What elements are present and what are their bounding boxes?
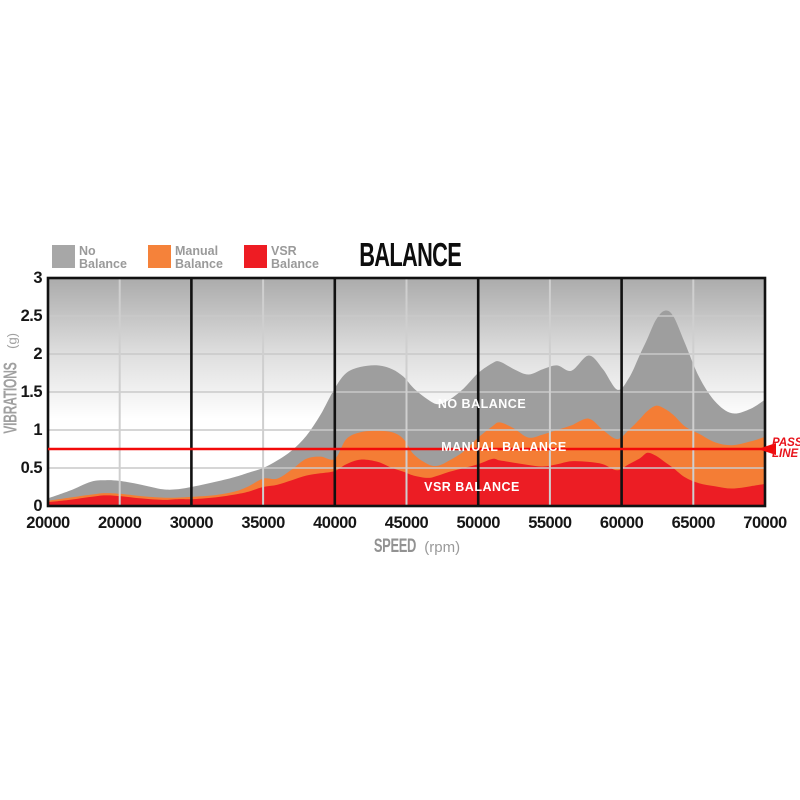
x-tick-label: 40000 (313, 514, 357, 532)
vsr-balance-area-label: VSR BALANCE (424, 480, 520, 494)
y-tick-label: 1.5 (20, 383, 43, 401)
y-tick-label: 3 (33, 269, 42, 287)
legend-swatch-icon (244, 245, 267, 268)
legend-item-label: VSR Balance (271, 244, 319, 271)
y-tick-label: 2.5 (20, 307, 43, 325)
x-axis-unit-text: (rpm) (424, 539, 461, 556)
x-tick-label: 20000 (97, 514, 142, 532)
legend-swatch-icon (148, 245, 171, 268)
x-tick-label: 45000 (384, 514, 429, 532)
x-tick-label: 50000 (456, 514, 500, 532)
legend-item-label: Manual Balance (175, 244, 223, 271)
legend-swatch-icon (52, 245, 75, 268)
y-tick-label: 2 (33, 345, 42, 363)
y-tick-label: 1 (33, 421, 42, 439)
pass-line-label-line2: LINE (772, 447, 799, 460)
x-tick-label: 70000 (743, 514, 787, 532)
chart-title: BALANCE (320, 236, 500, 273)
x-tick-label: 20000 (26, 514, 70, 532)
no-balance-area-label: NO BALANCE (437, 397, 527, 411)
manual-balance-area-label: MANUAL BALANCE (441, 440, 567, 454)
y-tick-label: 0 (33, 497, 42, 515)
pass-line-label: PASS LINE (772, 437, 800, 460)
y-axis-title: VIBRATIONS (g) (1, 312, 22, 472)
legend-item-label: No Balance (79, 244, 127, 271)
x-tick-label: 65000 (671, 514, 716, 532)
x-tick-label: 35000 (241, 514, 285, 532)
x-tick-label: 30000 (169, 514, 214, 532)
legend-item-manual-balance: Manual Balance (148, 244, 223, 271)
x-axis-title-text: SPEED (373, 536, 416, 557)
pass-line-arrow-icon (758, 443, 776, 455)
y-axis-unit-text: (g) (4, 333, 20, 349)
plot-border (46, 276, 767, 508)
y-tick-label: 0.5 (20, 459, 43, 477)
chart-title-text: BALANCE (359, 236, 462, 273)
x-axis-title: SPEED (rpm) (312, 536, 512, 558)
y-axis-title-text: VIBRATIONS (0, 362, 21, 434)
legend-item-vsr-balance: VSR Balance (244, 244, 319, 271)
x-tick-label: 60000 (599, 514, 644, 532)
pass-line-label-line1: PASS (772, 437, 800, 449)
x-tick-label: 55000 (528, 514, 572, 532)
legend-item-no-balance: No Balance (52, 244, 127, 271)
